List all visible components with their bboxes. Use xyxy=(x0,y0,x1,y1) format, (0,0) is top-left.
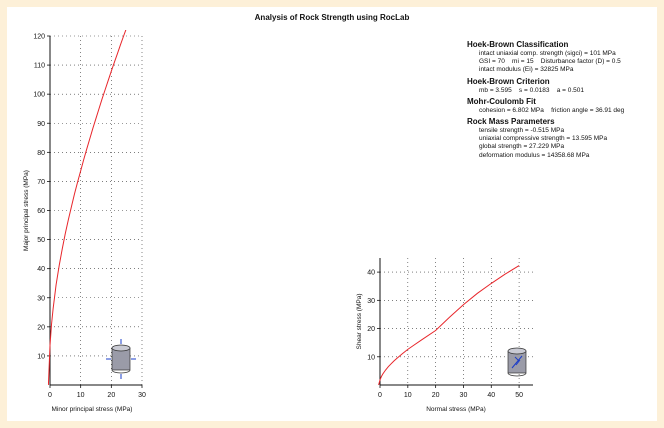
section-heading: Hoek-Brown Criterion xyxy=(467,76,550,86)
section-heading: Mohr-Coulomb Fit xyxy=(467,96,536,106)
parameter-line: global strength = 27.229 MPa xyxy=(479,143,565,151)
y-tick-label: 100 xyxy=(33,92,45,99)
parameter-line: deformation modulus = 14358.68 MPa xyxy=(479,151,590,159)
x-tick-label: 20 xyxy=(432,392,440,399)
parameter-line: tensile strength = -0.515 MPa xyxy=(479,127,565,135)
shear-sample-icon xyxy=(507,347,527,377)
y-tick-label: 50 xyxy=(37,237,45,244)
arrow-normal xyxy=(514,356,520,362)
y-axis-label: Shear stress (MPa) xyxy=(356,294,363,350)
cylinder-top xyxy=(111,344,131,352)
x-tick-label: 30 xyxy=(138,392,146,399)
chart-1: 0 10 20 30 10 20 30 40 50 60 70 80 90 100 110 120 Minor … xyxy=(23,30,146,413)
y-tick-label: 10 xyxy=(37,353,45,360)
parameter-line: intact uniaxial comp. strength (sigci) =… xyxy=(479,50,616,57)
y-tick-label: 90 xyxy=(37,121,45,128)
y-tick-label: 30 xyxy=(367,298,375,305)
y-tick-label: 110 xyxy=(34,63,45,70)
y-tick-label: 30 xyxy=(37,295,45,302)
series-line xyxy=(378,265,520,385)
y-tick-label: 70 xyxy=(37,179,45,186)
x-tick-label: 10 xyxy=(77,392,85,399)
x-axis-label: Minor principal stress (MPa) xyxy=(52,406,133,413)
page-title: Analysis of Rock Strength using RocLab xyxy=(254,13,410,22)
x-tick-label: 50 xyxy=(515,392,523,399)
y-tick-label: 120 xyxy=(33,34,45,41)
series-line xyxy=(48,30,127,385)
y-tick-label: 40 xyxy=(367,270,375,277)
y-tick-label: 10 xyxy=(367,354,375,361)
arrow-shear xyxy=(515,359,521,366)
x-axis-label: Normal stress (MPa) xyxy=(426,406,486,413)
x-tick-label: 20 xyxy=(107,392,115,399)
y-tick-label: 20 xyxy=(37,324,45,331)
y-tick-label: 40 xyxy=(37,266,45,273)
cylinder-top xyxy=(507,347,527,355)
y-tick-label: 60 xyxy=(37,208,45,215)
section-heading: Hoek-Brown Classification xyxy=(467,40,569,49)
y-tick-label: 80 xyxy=(37,150,45,157)
x-tick-label: 10 xyxy=(404,392,412,399)
y-axis-label: Major principal stress (MPa) xyxy=(23,170,30,251)
x-tick-label: 0 xyxy=(48,392,52,399)
x-tick-label: 30 xyxy=(460,392,468,399)
x-tick-label: 40 xyxy=(487,392,495,399)
parameter-line: cohesion = 6.802 MPa friction angle = 36… xyxy=(479,106,625,114)
parameter-line: uniaxial compressive strength = 13.595 M… xyxy=(479,135,608,143)
triaxial-sample-icon xyxy=(106,339,136,379)
shear-plane xyxy=(511,355,523,369)
parameter-line: mb = 3.595 s = 0.0183 a = 0.501 xyxy=(479,86,584,94)
parameters-summary: Hoek-Brown Classification intact uniaxial… xyxy=(467,40,624,160)
section-heading: Rock Mass Parameters xyxy=(467,117,555,127)
x-tick-label: 0 xyxy=(378,392,382,399)
cylinder-bottom xyxy=(507,372,527,377)
parameter-line: intact modulus (Ei) = 32825 MPa xyxy=(479,66,574,74)
cylinder-bottom xyxy=(111,369,131,374)
parameter-line: GSI = 70 mi = 15 Disturbance factor (D) … xyxy=(479,58,621,66)
y-tick-label: 20 xyxy=(367,326,375,333)
